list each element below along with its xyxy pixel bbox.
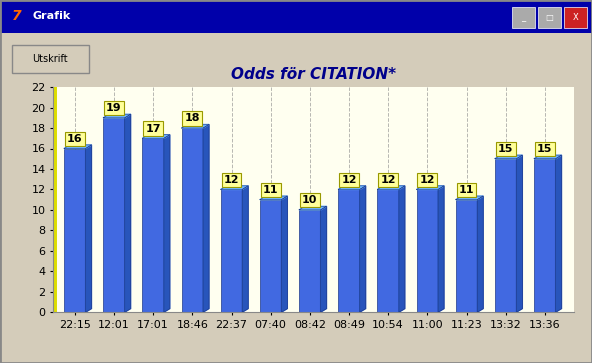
Bar <box>0 0 592 33</box>
Polygon shape <box>378 186 405 189</box>
Polygon shape <box>456 196 483 200</box>
Bar <box>564 7 587 28</box>
Polygon shape <box>417 186 444 189</box>
Bar <box>221 189 242 312</box>
Polygon shape <box>556 155 561 312</box>
Bar <box>417 189 438 312</box>
Text: Utskrift: Utskrift <box>33 54 68 64</box>
Polygon shape <box>203 125 209 312</box>
Bar <box>456 200 477 312</box>
Text: Grafik: Grafik <box>33 11 71 21</box>
Polygon shape <box>64 145 92 148</box>
Text: 12: 12 <box>420 175 435 185</box>
Text: 12: 12 <box>224 175 239 185</box>
Polygon shape <box>182 125 209 128</box>
Bar <box>103 118 125 312</box>
Polygon shape <box>338 186 366 189</box>
Polygon shape <box>438 186 444 312</box>
Text: 15: 15 <box>498 144 513 154</box>
Text: 7: 7 <box>12 9 21 23</box>
Text: 17: 17 <box>146 124 161 134</box>
Bar <box>64 148 86 312</box>
Polygon shape <box>242 186 248 312</box>
Text: 16: 16 <box>67 134 83 144</box>
Bar <box>512 7 535 28</box>
Polygon shape <box>281 196 287 312</box>
Polygon shape <box>260 196 287 200</box>
Bar <box>538 7 561 28</box>
Text: 10: 10 <box>302 195 317 205</box>
Polygon shape <box>143 135 170 138</box>
Polygon shape <box>125 114 131 312</box>
Bar <box>182 128 203 312</box>
Text: □: □ <box>545 13 554 22</box>
Text: 12: 12 <box>341 175 357 185</box>
Text: 19: 19 <box>106 103 122 113</box>
Polygon shape <box>86 145 92 312</box>
Polygon shape <box>399 186 405 312</box>
Polygon shape <box>495 155 522 159</box>
Polygon shape <box>534 155 561 159</box>
Polygon shape <box>164 135 170 312</box>
Text: X: X <box>572 13 578 22</box>
Polygon shape <box>299 206 327 210</box>
Bar <box>534 159 556 312</box>
Bar <box>12 45 89 73</box>
Bar <box>143 138 164 312</box>
Text: 11: 11 <box>263 185 278 195</box>
Text: _: _ <box>521 13 526 22</box>
Bar <box>495 159 516 312</box>
Text: 12: 12 <box>381 175 396 185</box>
Bar <box>338 189 360 312</box>
Polygon shape <box>477 196 483 312</box>
Polygon shape <box>321 206 327 312</box>
Title: Odds för CITATION*: Odds för CITATION* <box>231 67 396 82</box>
Text: 11: 11 <box>459 185 474 195</box>
Bar <box>299 210 321 312</box>
Polygon shape <box>103 114 131 118</box>
Polygon shape <box>360 186 366 312</box>
Polygon shape <box>516 155 522 312</box>
Text: 18: 18 <box>185 113 200 123</box>
Text: 15: 15 <box>537 144 552 154</box>
Bar <box>260 200 281 312</box>
Polygon shape <box>221 186 248 189</box>
Bar <box>378 189 399 312</box>
